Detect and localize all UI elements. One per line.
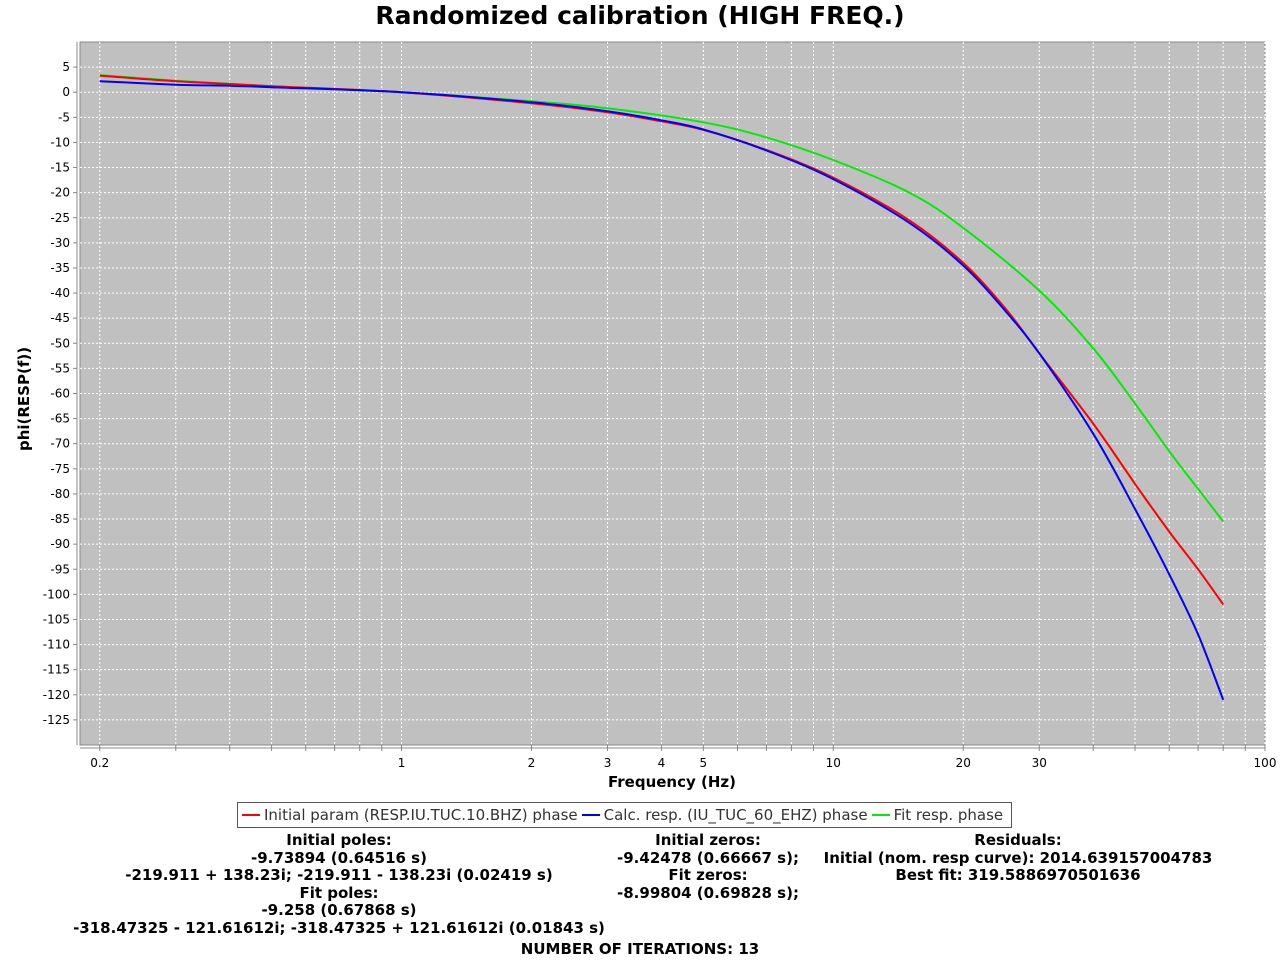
y-tick-label: 5	[62, 60, 70, 74]
series-line-2	[99, 80, 1225, 701]
y-tick-label: -5	[58, 110, 70, 124]
y-tick-label: -25	[50, 211, 70, 225]
x-tick-label: 0.2	[90, 756, 109, 770]
y-tick-label: -15	[50, 161, 70, 175]
series	[99, 74, 1225, 701]
y-tick-label: -125	[43, 713, 70, 727]
residual-initial: Initial (nom. resp curve): 2014.63915700…	[823, 848, 1213, 867]
legend-item: Fit resp. phase	[871, 806, 1004, 824]
legend-swatch	[242, 814, 260, 816]
y-tick-label: -40	[50, 286, 70, 300]
y-tick-label: -10	[50, 135, 70, 149]
x-tick-label: 2	[528, 756, 536, 770]
zeros-column: Initial zeros: -9.42478 (0.66667 s); Fit…	[608, 831, 808, 902]
y-tick-label: -100	[43, 587, 70, 601]
grid	[80, 42, 1266, 745]
fit-pole-real: -9.258 (0.67868 s)	[261, 901, 417, 919]
legend-label: Initial param (RESP.IU.TUC.10.BHZ) phase	[264, 806, 578, 824]
initial-zeros-label: Initial zeros:	[655, 831, 761, 849]
y-tick-label: -95	[50, 562, 70, 576]
y-tick-label: -70	[50, 437, 70, 451]
legend-swatch	[581, 814, 600, 816]
y-tick-label: -50	[50, 336, 70, 350]
y-tick-label: -30	[50, 236, 70, 250]
y-tick-label: -85	[50, 512, 70, 526]
chart-title: Randomized calibration (HIGH FREQ.)	[375, 1, 905, 30]
legend-swatch	[871, 814, 890, 816]
y-tick-label: 0	[62, 85, 70, 99]
y-tick-label: -80	[50, 487, 70, 501]
poles-column: Initial poles: -9.73894 (0.64516 s) -219…	[30, 831, 648, 937]
initial-pole-complex: -219.911 + 138.23i; -219.911 - 138.23i (…	[125, 866, 553, 884]
fit-poles-label: Fit poles:	[299, 883, 379, 902]
residual-best-fit: Best fit: 319.5886970501636	[895, 866, 1141, 884]
legend-label: Fit resp. phase	[893, 806, 1004, 824]
iterations-count: NUMBER OF ITERATIONS: 13	[520, 940, 760, 958]
y-tick-label: -45	[50, 311, 70, 325]
legend: Initial param (RESP.IU.TUC.10.BHZ) phase…	[237, 802, 1013, 828]
x-tick-label: 30	[1032, 756, 1047, 770]
x-tick-label: 100	[1254, 756, 1277, 770]
y-tick-label: -105	[43, 612, 70, 626]
y-tick-label: -35	[50, 261, 70, 275]
legend-item: Initial param (RESP.IU.TUC.10.BHZ) phase	[242, 806, 578, 824]
y-tick-label: -90	[50, 537, 70, 551]
initial-zero-value: -9.42478 (0.66667 s);	[617, 848, 799, 867]
x-tick-label: 1	[398, 756, 406, 770]
initial-pole-real: -9.73894 (0.64516 s)	[251, 848, 427, 867]
residuals-column: Residuals: Initial (nom. resp curve): 20…	[818, 831, 1218, 885]
y-tick-label: -20	[50, 186, 70, 200]
y-tick-label: -75	[50, 462, 70, 476]
phase-plot: 0.2 1 2 3 4 5 10 20 30 100 5 0 -5 -10 -15 -20 -25 -30 -35 -…	[15, 41, 1277, 791]
x-tick-label: 5	[699, 756, 707, 770]
fit-pole-complex: -318.47325 - 121.61612i; -318.47325 + 12…	[73, 918, 605, 937]
x-tick-label: 4	[658, 756, 666, 770]
fit-zeros-label: Fit zeros:	[668, 866, 748, 884]
legend-label: Calc. resp. (IU_TUC_60_EHZ) phase	[603, 806, 868, 824]
x-tick-label: 10	[826, 756, 841, 770]
tick-labels: 0.2 1 2 3 4 5 10 20 30 100 5 0 -5 -10 -15 -20 -25 -30 -35 -…	[43, 60, 1277, 770]
y-tick-label: -65	[50, 412, 70, 426]
y-tick-label: -55	[50, 361, 70, 375]
fit-zero-value: -8.99804 (0.69828 s);	[617, 883, 799, 902]
y-tick-label: -110	[43, 638, 70, 652]
y-tick-label: -120	[43, 688, 70, 702]
x-tick-label: 20	[956, 756, 971, 770]
y-tick-label: -115	[43, 663, 70, 677]
initial-poles-label: Initial poles:	[286, 831, 392, 849]
residuals-label: Residuals:	[974, 831, 1062, 849]
y-tick-label: -60	[50, 387, 70, 401]
legend-item: Calc. resp. (IU_TUC_60_EHZ) phase	[581, 806, 868, 824]
x-tick-label: 3	[604, 756, 612, 770]
y-axis-title: phi(RESP(f))	[15, 347, 33, 451]
x-axis-title: Frequency (Hz)	[608, 773, 736, 791]
